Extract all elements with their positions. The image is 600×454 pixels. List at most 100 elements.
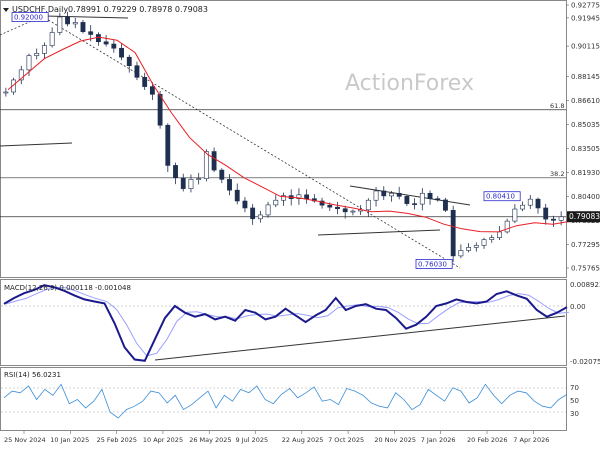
date-tick-label: 10 Jan 2025 <box>50 436 89 444</box>
candle-body <box>103 41 109 45</box>
macd-line <box>3 284 568 362</box>
rsi-panel: RSI(14) 56.0231 <box>1 371 568 419</box>
annotation-box <box>11 12 49 22</box>
candle-body <box>335 206 340 210</box>
candle-body <box>227 179 232 191</box>
price-tick-label: 0.75765 <box>571 265 600 273</box>
symbol-label: USDCHF,Daily <box>12 5 68 14</box>
candle-body <box>134 65 140 78</box>
price-tick-label: 0.83505 <box>571 145 600 153</box>
macd-tick-zero: 0.00 <box>570 303 586 311</box>
date-tick-label: 10 Apr 2025 <box>143 436 183 444</box>
candle-body <box>57 16 63 33</box>
candle-body <box>304 194 310 199</box>
rsi-panel-frame <box>0 367 567 431</box>
macd-panel-frame <box>0 279 567 366</box>
candle-body <box>489 237 495 240</box>
candle-body <box>396 192 402 197</box>
candle-body <box>443 199 448 211</box>
candle-body <box>404 196 410 204</box>
candle-body <box>65 16 70 25</box>
price-tick-label: 0.80400 <box>571 193 600 201</box>
triangle-upper-line <box>349 185 471 206</box>
candle-body <box>419 192 425 205</box>
ohlc-readout: 0.78991 0.79229 0.78978 0.79083 <box>68 5 208 14</box>
date-tick-label: 7 Apr 2026 <box>513 436 549 444</box>
candle-body <box>558 216 564 221</box>
candle-body <box>520 204 526 210</box>
candle-body <box>551 218 556 221</box>
candle-body <box>26 55 32 71</box>
price-tick-label: 0.92775 <box>571 2 600 10</box>
candles <box>3 11 564 262</box>
price-annotations: 0.92000 0.80410 0.76030 <box>11 12 521 269</box>
price-tick-label: 0.91945 <box>571 14 600 22</box>
candle-body <box>466 247 472 251</box>
triangle-lower-line <box>317 229 441 236</box>
rsi-tick-30: 30 <box>570 410 579 418</box>
macd-tick-high: 0.008923 <box>570 281 600 289</box>
date-axis: 25 Nov 2024 10 Jan 2025 25 Feb 2025 10 Apr … <box>4 431 549 444</box>
candle-body <box>450 209 456 257</box>
level-label: 61.8 <box>550 102 564 110</box>
rsi-tick-50: 50 <box>570 397 579 405</box>
candle-body <box>149 86 155 95</box>
horizontal-levels: 61.8 38.2 <box>0 102 566 218</box>
candle-body <box>80 22 86 32</box>
candle-body <box>196 178 202 180</box>
candle-body <box>203 151 209 179</box>
candle-body <box>142 77 148 87</box>
candle-body <box>435 198 441 201</box>
macd-label: MACD(12,26,9) 0.000118 -0.001048 <box>4 284 131 292</box>
rsi-line <box>3 383 568 419</box>
candle-body <box>473 245 479 248</box>
date-tick-label: 26 May 2025 <box>189 436 231 444</box>
macd-signal-line <box>5 286 570 357</box>
candle-body <box>497 231 502 238</box>
collapse-triangle-icon[interactable] <box>3 8 9 12</box>
candle-body <box>257 214 263 220</box>
macd-axis: 0.008923 0.00 -0.020759 <box>570 281 600 366</box>
date-tick-label: 22 Aug 2025 <box>282 436 324 444</box>
candle-body <box>543 207 549 220</box>
date-tick-label: 25 Feb 2025 <box>97 436 137 444</box>
price-tick-label: 0.86610 <box>571 97 600 105</box>
candle-body <box>72 22 78 25</box>
rsi-tick-70: 70 <box>570 384 579 392</box>
date-tick-label: 7 Jan 2026 <box>421 436 456 444</box>
price-panel: 61.8 38.2 0.92000 0.80410 0.76030 <box>0 11 572 269</box>
candle-body <box>265 204 271 216</box>
candle-body <box>427 192 433 199</box>
dashed-trendline-main <box>44 17 461 269</box>
watermark: ActionForex <box>345 71 474 96</box>
candle-body <box>481 239 487 246</box>
candle-body <box>535 198 541 209</box>
annotation-box <box>483 191 521 202</box>
candle-body <box>412 203 418 205</box>
macd-trendline <box>154 315 566 361</box>
candle-body <box>219 169 225 180</box>
moving-average-line <box>7 36 572 233</box>
candle-body <box>188 179 194 189</box>
date-tick-label: 20 Feb 2026 <box>467 436 507 444</box>
candle-body <box>350 210 356 213</box>
last-price-label: 0.79083 <box>569 212 600 221</box>
price-tick-label: 0.77295 <box>571 241 600 249</box>
price-tick-label: 0.85035 <box>571 121 600 129</box>
candle-body <box>281 195 286 201</box>
candle-body <box>242 200 248 209</box>
candle-body <box>49 32 55 46</box>
candle-body <box>18 69 24 81</box>
candle-body <box>296 194 302 199</box>
candle-body <box>173 165 178 179</box>
rsi-axis: 70 50 30 <box>570 384 579 418</box>
candle-body <box>165 124 171 166</box>
date-tick-label: 20 Nov 2025 <box>374 436 416 444</box>
annotation-label: 0.80410 <box>486 193 515 201</box>
last-price-tag: 0.79083 <box>567 211 600 223</box>
price-axis: 0.92775 0.91945 0.90115 0.88145 0.86610 0.850… <box>566 2 600 273</box>
header: USDCHF,Daily 0.78991 0.79229 0.78978 0.7… <box>3 5 208 14</box>
candle-body <box>88 31 94 35</box>
macd-tick-low: -0.020759 <box>570 358 600 366</box>
